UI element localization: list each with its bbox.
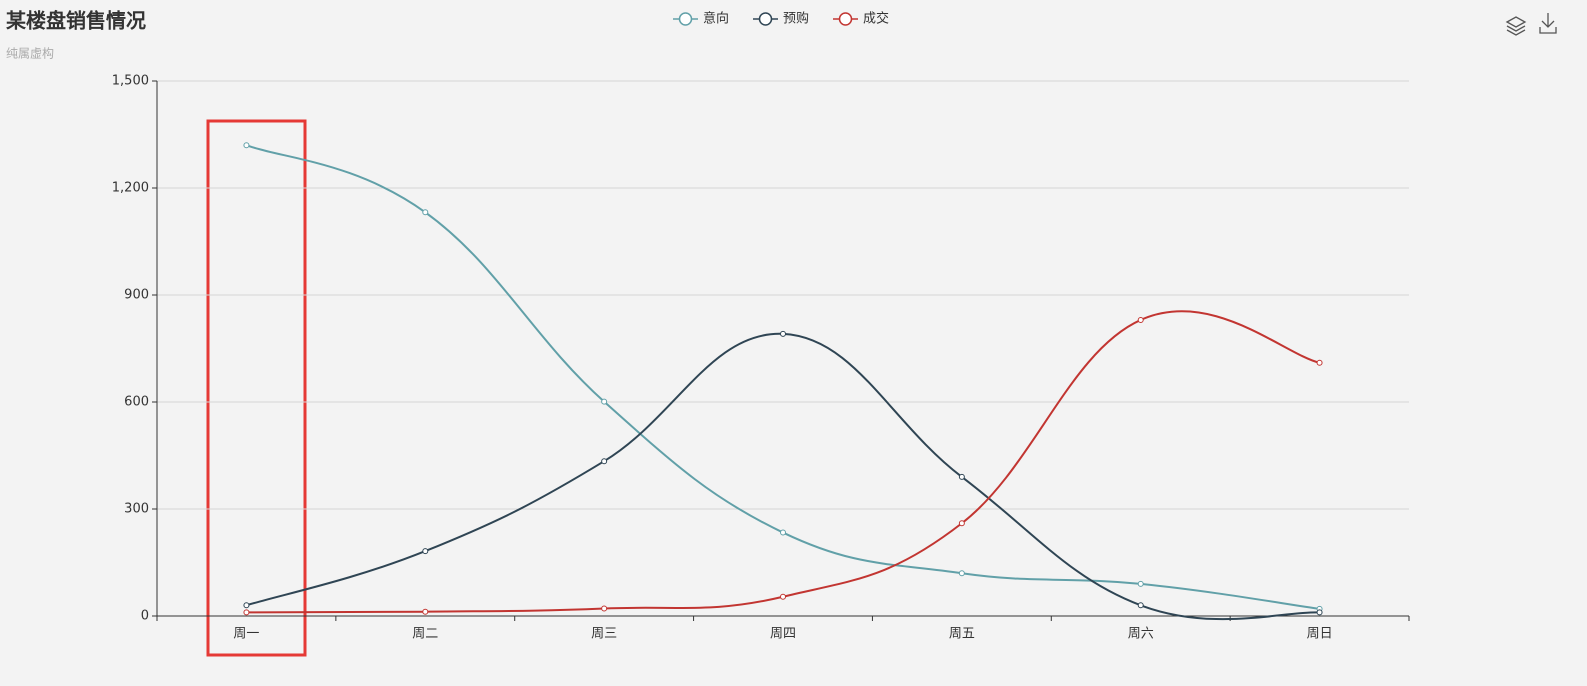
y-tick-label: 1,200 (112, 181, 149, 196)
highlight-box (206, 119, 307, 657)
legend-symbol (678, 12, 693, 26)
data-point (243, 609, 250, 616)
x-tick-label: 周二 (412, 627, 438, 642)
x-tick-label: 周三 (591, 627, 617, 642)
legend-item[interactable]: 成交 (833, 11, 889, 27)
x-tick-label: 周四 (770, 627, 796, 642)
legend-label: 预购 (783, 11, 809, 27)
data-point (243, 142, 250, 149)
data-point (1137, 602, 1144, 609)
data-point (243, 602, 250, 609)
toolbox[interactable] (1505, 13, 1557, 36)
x-tick-label: 周日 (1307, 627, 1333, 642)
data-point (1137, 580, 1144, 587)
data-point (780, 593, 786, 600)
data-point (780, 330, 786, 337)
y-tick-label: 900 (124, 288, 149, 303)
legend-symbol (758, 12, 773, 26)
series-line (246, 144, 1320, 610)
y-tick-label: 1,500 (112, 74, 149, 89)
y-tick-label: 0 (141, 609, 149, 624)
magic-type-icon[interactable] (1505, 16, 1527, 36)
data-point (422, 608, 429, 615)
data-point (601, 458, 608, 465)
legend-item[interactable]: 意向 (673, 11, 729, 27)
series-line (246, 310, 1320, 614)
legend-label: 意向 (703, 11, 729, 27)
series-line (246, 332, 1320, 621)
data-point (1316, 359, 1323, 366)
data-point (601, 605, 608, 612)
y-tick-label: 600 (124, 395, 149, 410)
chart-title: 某楼盘销售情况 (6, 9, 146, 33)
x-tick-label: 周五 (949, 627, 975, 642)
x-tick-label: 周一 (233, 627, 259, 642)
legend-symbol (838, 12, 853, 26)
data-point (958, 473, 965, 480)
data-point (1316, 609, 1323, 616)
data-point (1137, 316, 1144, 323)
data-point (958, 520, 965, 527)
data-point (422, 548, 429, 555)
data-point (780, 529, 786, 536)
y-tick-label: 300 (124, 502, 149, 517)
legend-label: 成交 (863, 11, 889, 27)
data-point (601, 398, 608, 405)
data-point (422, 209, 429, 216)
chart-subtitle: 纯属虚构 (6, 46, 54, 61)
data-point (958, 570, 965, 577)
legend-item[interactable]: 预购 (753, 11, 809, 27)
x-tick-label: 周六 (1128, 627, 1154, 642)
save-icon[interactable] (1539, 13, 1557, 34)
